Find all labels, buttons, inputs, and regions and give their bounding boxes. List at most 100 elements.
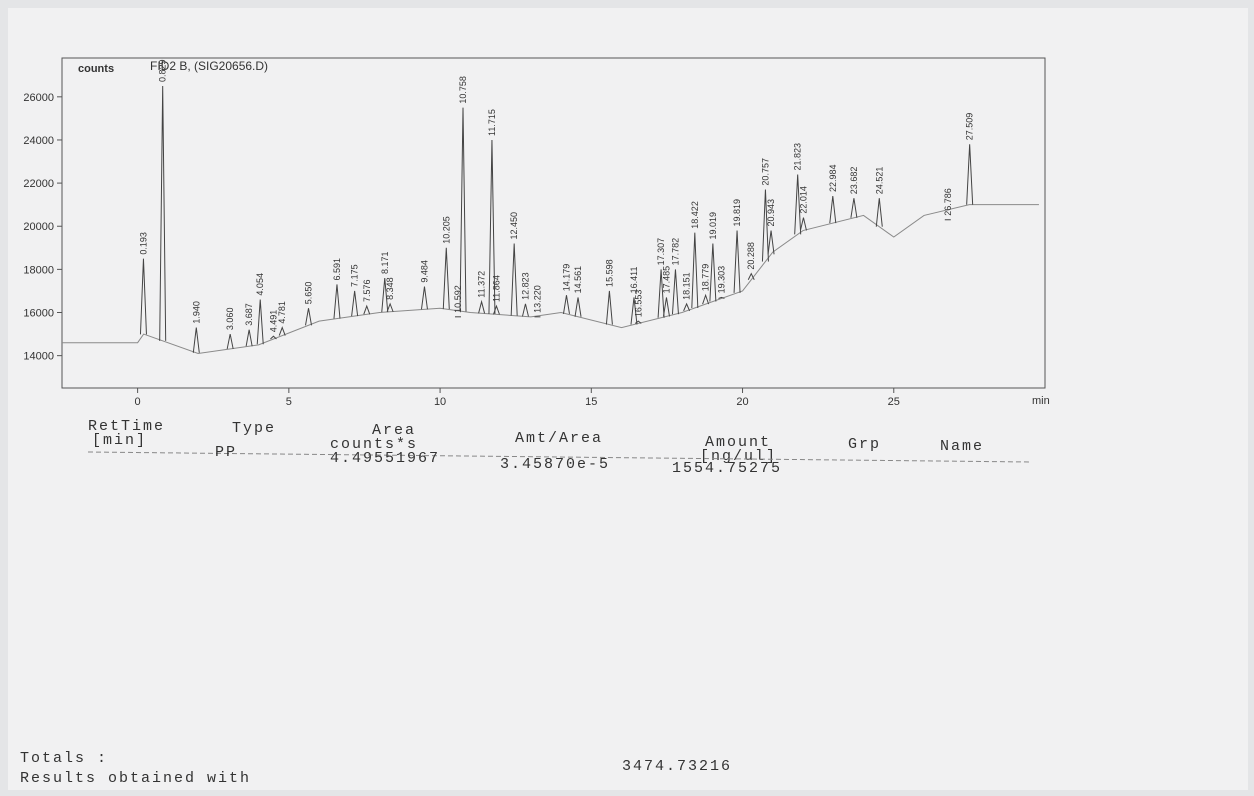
x-axis-label: min: [1032, 395, 1050, 407]
peak: [605, 290, 613, 325]
col-unit: [min]: [92, 432, 147, 449]
y-tick-label: 14000: [23, 351, 54, 363]
peak: [256, 299, 264, 345]
peak: [733, 230, 741, 293]
peak-label: 14.179: [561, 264, 571, 292]
peak: [709, 243, 717, 302]
col-header: Grp: [848, 436, 881, 453]
peak-label: 21.823: [793, 143, 803, 171]
cell: 4.49551967: [330, 450, 440, 467]
peak: [270, 335, 277, 340]
peak-label: 26.786: [943, 188, 953, 216]
peak: [226, 333, 234, 350]
peak: [562, 295, 570, 314]
peak: [420, 286, 428, 310]
totals-value: 3474.73216: [622, 758, 732, 775]
peak: [488, 139, 496, 315]
peak-label: 19.303: [716, 266, 726, 294]
peak-label: 3.687: [244, 303, 254, 326]
peak: [363, 304, 371, 315]
peak: [767, 230, 775, 255]
col-header: RetTime: [88, 418, 165, 435]
peak-label: 6.591: [332, 258, 342, 281]
col-header: Type: [232, 420, 276, 437]
footer-note: Results obtained with: [20, 770, 251, 787]
peak: [245, 329, 253, 347]
peak: [799, 217, 807, 231]
peak-label: 0.193: [138, 232, 148, 255]
peak-label: 10.592: [453, 285, 463, 313]
peak-label: 11.715: [487, 109, 497, 136]
peak-label: 27.509: [965, 113, 975, 141]
peak: [747, 272, 755, 280]
peak-label: 3.060: [225, 308, 235, 331]
peak: [702, 293, 710, 305]
peak-label: 4.054: [255, 273, 265, 296]
peak-label: 18.422: [690, 201, 700, 229]
peak-label: 4.781: [277, 301, 287, 324]
peak: [333, 284, 341, 319]
header-rule: [87, 451, 1031, 463]
peak-label: 20.943: [766, 199, 776, 227]
totals-label: Totals :: [20, 750, 108, 767]
peak: [671, 269, 679, 315]
y-tick-label: 18000: [23, 264, 54, 276]
peak: [139, 258, 147, 335]
peak-label: 17.782: [670, 238, 680, 266]
peak-label: 19.819: [732, 199, 742, 227]
peak-label: 13.220: [532, 285, 542, 313]
peak: [478, 299, 486, 314]
peak: [662, 297, 670, 317]
peak-label: 11.372: [477, 271, 487, 298]
baseline-trace: [62, 204, 1039, 355]
peak: [718, 296, 725, 299]
y-tick-label: 24000: [23, 135, 54, 147]
peak-label: 12.450: [509, 212, 519, 240]
peak-label: 17.307: [656, 238, 666, 266]
x-tick-label: 5: [286, 396, 292, 408]
x-tick-label: 25: [888, 396, 900, 408]
plot-frame: [61, 57, 1046, 389]
peak: [305, 308, 312, 326]
peak-label: 4.491: [268, 310, 278, 333]
peak-label: 23.682: [849, 167, 859, 195]
y-axis-label: counts: [78, 63, 114, 75]
peak-label: 22.014: [798, 186, 808, 214]
peak-label: 12.823: [520, 272, 530, 300]
peak: [574, 297, 582, 317]
peak: [192, 327, 200, 353]
y-tick-label: 16000: [23, 308, 54, 320]
peak: [850, 198, 858, 218]
x-tick-label: 10: [434, 396, 446, 408]
peak-label: 17.485: [661, 266, 671, 294]
peak-label: 20.757: [760, 158, 770, 186]
chart-title: FID2 B, (SIG20656.D): [150, 59, 268, 73]
peak-label: 19.019: [708, 212, 718, 240]
peak-label: 10.758: [458, 76, 468, 104]
peak-label: 1.940: [191, 301, 201, 324]
peak: [829, 195, 837, 224]
peak: [761, 189, 769, 262]
peak-label: 11.864: [491, 275, 501, 302]
col-unit: counts*s: [330, 436, 418, 453]
y-tick-label: 20000: [23, 221, 54, 233]
peak: [875, 198, 883, 227]
peak: [657, 269, 665, 318]
cell: 3.45870e-5: [500, 456, 610, 473]
peak: [351, 290, 359, 317]
peak-label: 7.576: [362, 280, 372, 303]
col-header: Amount: [705, 434, 771, 451]
cell: PP: [215, 444, 237, 461]
peak-label: 14.561: [573, 266, 583, 294]
peak-label: 22.984: [828, 165, 838, 193]
peak-label: 18.151: [682, 272, 692, 300]
peak: [386, 302, 394, 312]
peak-label: 18.779: [701, 264, 711, 292]
paper: [8, 8, 1248, 790]
peak-label: 24.521: [874, 167, 884, 195]
peak-label: 0.829: [158, 60, 168, 83]
peak: [459, 107, 467, 312]
peak-label: 5.650: [304, 282, 314, 305]
y-tick-label: 22000: [23, 178, 54, 190]
